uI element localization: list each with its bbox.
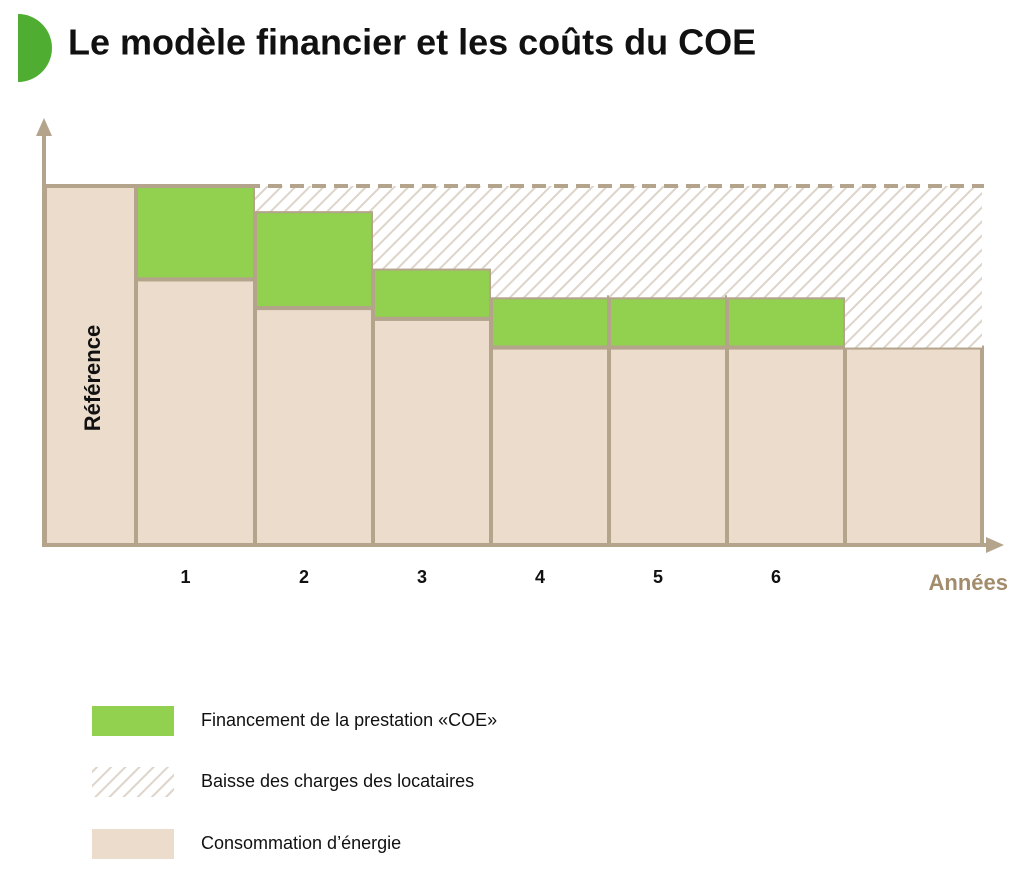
bar-segment [725, 295, 847, 350]
x-tick-label: 2 [299, 567, 309, 587]
bar-segment [607, 345, 729, 547]
bar-segment [489, 345, 611, 547]
x-axis-label: Années [929, 570, 1008, 595]
legend-label: Baisse des charges des locataires [201, 771, 474, 791]
bar-segment [489, 295, 611, 350]
bar-segment [607, 295, 729, 350]
legend-swatch [92, 829, 174, 859]
chart-title: Le modèle financier et les coûts du COE [68, 22, 756, 63]
bar-segment [255, 186, 373, 212]
legend-label: Consommation d’énergie [201, 833, 401, 853]
x-axis-arrow [986, 537, 1004, 553]
bar-segment [845, 186, 982, 348]
legend-swatch [92, 767, 174, 797]
x-tick-label: 1 [180, 567, 190, 587]
bar-segment [134, 277, 257, 547]
x-tick-label: 6 [771, 567, 781, 587]
legend-swatch [92, 706, 174, 736]
x-tick-label: 3 [417, 567, 427, 587]
x-tick-label: 4 [535, 567, 545, 587]
bar-segment [843, 345, 984, 547]
bar-segment [609, 186, 727, 298]
bar-segment [371, 266, 493, 321]
bar-segment [727, 186, 845, 298]
legend-label: Financement de la prestation «COE» [201, 710, 497, 730]
bar-segment [134, 184, 257, 282]
x-tick-label: 5 [653, 567, 663, 587]
bar-segment [253, 306, 375, 547]
bar-segment [373, 186, 491, 269]
bar-segment [253, 209, 375, 311]
bar-segment [725, 345, 847, 547]
title-icon [18, 14, 52, 82]
bar-segment [491, 186, 609, 298]
category-label: Référence [80, 325, 105, 431]
bar-segment [371, 316, 493, 547]
y-axis-arrow [36, 118, 52, 136]
